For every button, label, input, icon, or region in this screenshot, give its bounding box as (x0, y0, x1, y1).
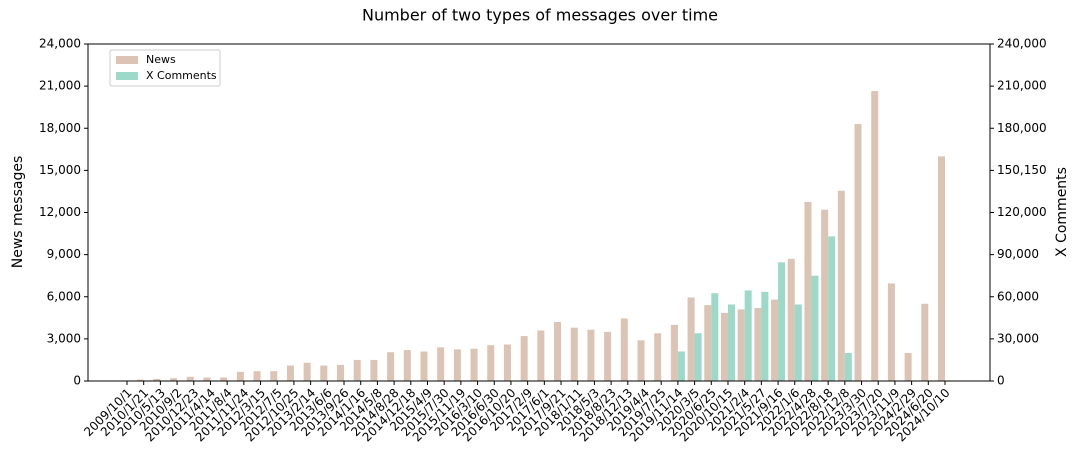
bar (420, 351, 428, 381)
bar (811, 275, 819, 381)
bar (804, 201, 812, 381)
bar (303, 362, 311, 381)
y-tick-label: 0 (73, 374, 81, 388)
bar (720, 312, 728, 381)
bar (754, 307, 762, 381)
bar (503, 344, 511, 381)
plot-frame (87, 43, 991, 382)
bar (854, 124, 862, 381)
bar (587, 329, 595, 381)
bar (737, 309, 745, 381)
bar (887, 283, 895, 381)
bar (203, 377, 211, 381)
bar (570, 327, 578, 381)
bar (904, 352, 912, 381)
bar (437, 347, 445, 381)
bar (286, 365, 294, 381)
bar (844, 352, 852, 381)
legend-swatch (116, 72, 138, 80)
bar (403, 350, 411, 381)
bar (837, 190, 845, 381)
bar (921, 303, 929, 381)
y-tick-label: 180,000 (997, 121, 1047, 135)
y-tick-label: 15,000 (39, 163, 81, 177)
y2-axis-label: X Comments (1054, 167, 1070, 257)
bar (554, 322, 562, 381)
bar (704, 305, 712, 381)
bar (537, 330, 545, 381)
bar (153, 378, 161, 381)
bar (711, 293, 719, 381)
bar (694, 333, 702, 381)
y-tick-label: 24,000 (39, 37, 81, 51)
bar (677, 351, 685, 381)
bar (270, 371, 278, 381)
bar (337, 364, 345, 381)
y-tick-label: 18,000 (39, 121, 81, 135)
bar (828, 236, 836, 381)
bar (236, 371, 244, 381)
y-tick-label: 9,000 (47, 247, 81, 261)
bar (727, 304, 735, 381)
bar (778, 262, 786, 381)
bar (387, 352, 395, 381)
bar (794, 304, 802, 381)
legend-label: X Comments (146, 69, 217, 82)
bar (687, 297, 695, 381)
bar (253, 371, 261, 381)
bar (320, 365, 328, 381)
bar (186, 376, 194, 381)
bar (370, 359, 378, 381)
y-tick-label: 6,000 (47, 289, 81, 303)
y-tick-label: 3,000 (47, 331, 81, 345)
y-tick-label: 90,000 (997, 247, 1039, 261)
y-tick-label: 240,000 (997, 37, 1047, 51)
legend-label: News (146, 53, 176, 66)
bar (136, 379, 144, 381)
y-axis-label: News messages (10, 156, 26, 269)
bar (761, 291, 769, 381)
bar (771, 299, 779, 381)
bar (654, 333, 662, 381)
bar (637, 340, 645, 381)
bar (744, 290, 752, 381)
bar (604, 331, 612, 381)
legend-swatch (116, 56, 138, 64)
y-tick-label: 150,150 (997, 163, 1047, 177)
y-tick-label: 210,000 (997, 79, 1047, 93)
bar (938, 156, 945, 381)
y-tick-label: 60,000 (997, 289, 1039, 303)
bar (670, 324, 678, 381)
bar (353, 359, 361, 381)
y-tick-label: 120,000 (997, 205, 1047, 219)
chart-title: Number of two types of messages over tim… (362, 6, 718, 25)
y-tick-label: 0 (997, 374, 1005, 388)
bar (487, 345, 495, 381)
bar (821, 209, 829, 381)
bar (453, 349, 461, 381)
bar (620, 318, 628, 381)
bar (520, 336, 528, 381)
y-tick-label: 12,000 (39, 205, 81, 219)
bar (170, 378, 178, 381)
bar (787, 258, 795, 381)
y-tick-label: 30,000 (997, 331, 1039, 345)
bar (220, 377, 228, 381)
bar (470, 348, 478, 381)
y-tick-label: 21,000 (39, 79, 81, 93)
bar (871, 91, 879, 381)
